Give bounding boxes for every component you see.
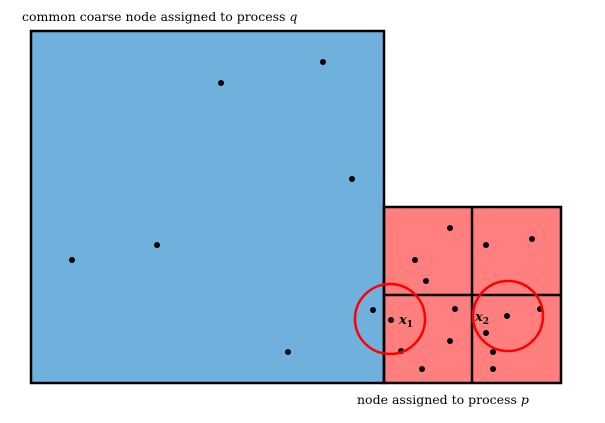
point-x2 xyxy=(504,313,510,319)
point-x1 xyxy=(388,317,394,323)
point xyxy=(452,306,458,312)
x1-neighborhood-circle xyxy=(353,282,427,356)
coarse-node-points xyxy=(69,59,376,355)
point xyxy=(412,257,418,263)
point xyxy=(370,307,376,313)
coarse-node-caption: common coarse node assigned to process q xyxy=(22,9,297,24)
x1-label: x1 xyxy=(398,313,413,330)
point xyxy=(285,349,291,355)
point xyxy=(529,236,535,242)
point xyxy=(69,257,75,263)
point xyxy=(447,338,453,344)
point xyxy=(419,366,425,372)
point xyxy=(349,176,355,182)
point xyxy=(483,242,489,248)
point xyxy=(423,278,429,284)
coarse-node-box xyxy=(29,29,386,385)
fine-node-caption: node assigned to process p xyxy=(357,392,529,407)
point xyxy=(490,366,496,372)
x2-neighborhood-circle xyxy=(471,279,545,353)
point xyxy=(483,330,489,336)
x2-label: x2 xyxy=(474,310,489,327)
point xyxy=(490,349,496,355)
point xyxy=(320,59,326,65)
point xyxy=(218,80,224,86)
point xyxy=(447,225,453,231)
point xyxy=(154,242,160,248)
